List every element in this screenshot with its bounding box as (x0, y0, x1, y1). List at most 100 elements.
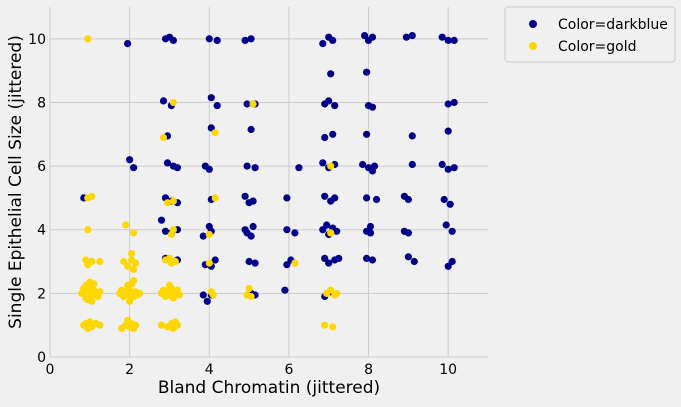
data-point (402, 33, 410, 41)
data-point (84, 226, 92, 234)
data-point (241, 192, 249, 200)
data-point (84, 35, 92, 43)
data-point (96, 288, 104, 296)
data-point (281, 286, 289, 294)
data-point (335, 254, 343, 262)
data-point (444, 262, 452, 270)
data-point (329, 323, 337, 331)
data-point (213, 36, 221, 45)
data-point (173, 164, 181, 172)
data-point (124, 262, 132, 270)
data-point (169, 98, 177, 107)
data-point (450, 36, 458, 45)
data-point (88, 192, 96, 200)
x-axis-ticks: 0 2 4 6 8 10 (46, 362, 458, 378)
data-point (247, 125, 255, 134)
x-tick-label: 6 (284, 362, 293, 378)
data-point (169, 197, 177, 205)
data-point (321, 254, 329, 262)
y-axis-ticks: 0 2 4 6 8 10 (28, 32, 46, 366)
x-tick-label: 8 (364, 362, 373, 378)
data-point (444, 165, 452, 173)
legend-box (504, 6, 676, 63)
data-point (440, 195, 448, 204)
plot-area (50, 7, 488, 357)
data-point (368, 33, 377, 41)
data-point (438, 160, 446, 169)
data-point (213, 102, 221, 110)
data-point (205, 259, 213, 267)
data-point (130, 277, 138, 285)
data-point (368, 103, 377, 111)
y-tick-label: 8 (37, 95, 46, 111)
data-point (249, 100, 257, 108)
x-tick-label: 0 (46, 362, 55, 378)
data-point (448, 257, 456, 266)
data-point (291, 259, 299, 267)
data-point (372, 195, 381, 204)
data-point (404, 195, 412, 204)
data-point (207, 94, 215, 102)
data-point (448, 227, 456, 235)
data-point (209, 291, 217, 299)
data-point (203, 297, 211, 305)
data-point (96, 321, 104, 329)
data-point (283, 226, 291, 234)
data-point (327, 162, 335, 170)
data-point (126, 297, 134, 305)
data-point (450, 98, 458, 107)
data-point (329, 130, 337, 138)
data-point (245, 285, 253, 293)
legend-label-darkblue: Color=darkblue (558, 17, 668, 33)
data-point (333, 289, 341, 297)
data-point (247, 292, 255, 301)
data-point (245, 199, 253, 207)
data-point (361, 31, 369, 40)
data-point (171, 318, 179, 326)
data-point (295, 164, 303, 172)
data-point (130, 164, 138, 172)
x-tick-label: 2 (125, 362, 134, 378)
data-point (159, 133, 168, 142)
y-axis-label: Single Epithelial Cell Size (jittered) (6, 35, 26, 329)
data-point (247, 232, 255, 240)
data-point (444, 100, 452, 108)
data-point (199, 291, 207, 299)
x-tick-label: 10 (439, 362, 457, 378)
x-tick-label: 4 (205, 362, 214, 378)
data-point (444, 127, 452, 135)
data-point (126, 156, 134, 164)
data-point (169, 226, 177, 234)
y-tick-label: 4 (37, 223, 46, 239)
data-point (363, 194, 371, 202)
data-point (161, 227, 170, 235)
data-point (122, 221, 130, 229)
data-point (88, 257, 96, 266)
data-point (408, 132, 416, 140)
data-point (243, 100, 251, 108)
data-point (90, 280, 98, 288)
data-point (410, 257, 418, 266)
data-point (408, 31, 416, 40)
data-point (363, 254, 371, 262)
data-point (404, 253, 412, 261)
data-point (82, 320, 90, 328)
data-point (205, 35, 213, 43)
data-point (444, 36, 452, 45)
series-darkblue (80, 31, 458, 305)
data-point (132, 259, 140, 267)
data-point (211, 194, 219, 202)
y-tick-label: 0 (37, 350, 46, 366)
data-point (245, 257, 253, 266)
data-points (78, 31, 458, 332)
data-point (130, 229, 138, 237)
data-point (408, 160, 416, 169)
data-point (319, 159, 327, 167)
data-point (283, 261, 291, 269)
data-point (211, 129, 219, 137)
data-point (359, 160, 367, 169)
x-axis-label: Bland Chromatin (jittered) (158, 378, 380, 398)
data-point (325, 259, 333, 267)
